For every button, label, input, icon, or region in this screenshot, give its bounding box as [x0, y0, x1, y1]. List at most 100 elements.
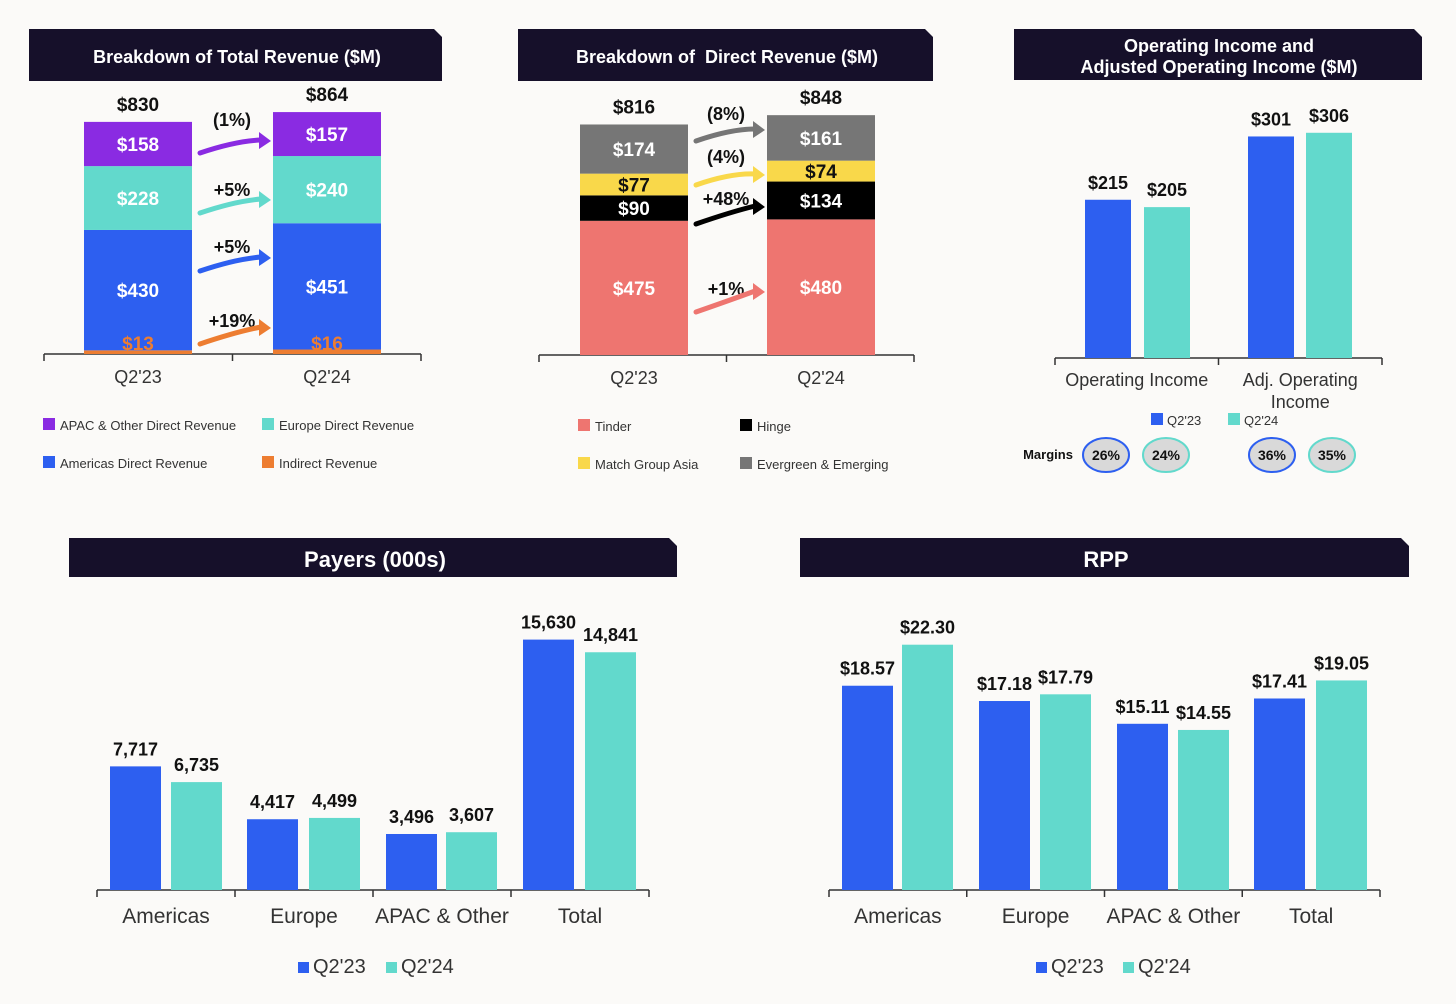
- margin-badge-3: [1308, 437, 1356, 473]
- segment-label-hinge-1: $134: [800, 191, 843, 212]
- direct-revenue-header: Breakdown of Direct Revenue ($M): [518, 29, 933, 81]
- value-label-q23-2: 3,496: [389, 807, 434, 827]
- legend-swatch-indirect: [262, 456, 274, 468]
- payers-chart: 7,717 6,735 Americas 4,417 4,499 Europe 3,496 3…: [96, 613, 650, 978]
- legend-label-1: Q2'24: [1244, 413, 1278, 428]
- bar-q24-1: [1306, 132, 1352, 358]
- margin-badge-1: [1142, 437, 1190, 473]
- legend-swatch-hinge: [740, 419, 752, 431]
- bar-q24-1: [309, 817, 360, 890]
- bar-q24-0: [902, 644, 953, 890]
- legend-label-1: Q2'24: [401, 956, 454, 978]
- bar-evergreen-1: [767, 115, 875, 161]
- category-label-1-line0: Adj. Operating: [1243, 370, 1358, 390]
- legend-label-tinder: Tinder: [595, 419, 632, 434]
- category-label-3: Total: [1289, 905, 1333, 928]
- category-label-1: Q2'24: [797, 368, 844, 388]
- change-label-apac: (1%): [213, 110, 251, 130]
- bar-q24-0: [1144, 207, 1190, 358]
- bar-europe-0: [84, 166, 192, 230]
- legend-label-mga: Match Group Asia: [595, 457, 699, 472]
- change-arrow-tinder-head: [753, 283, 765, 300]
- bar-q24-0: [171, 782, 222, 890]
- bar-mga-1: [767, 160, 875, 182]
- segment-label-evergreen-1: $161: [800, 129, 843, 150]
- total-label-1: $848: [800, 88, 842, 109]
- value-label-q24-3: 14,841: [583, 625, 638, 645]
- change-arrow-hinge-shaft: [693, 203, 758, 227]
- total-revenue-header: Breakdown of Total Revenue ($M): [29, 29, 442, 81]
- segment-label-hinge-0: $90: [618, 199, 650, 220]
- category-label-0: Q2'23: [114, 367, 161, 387]
- legend-swatch-mga: [578, 457, 590, 469]
- change-arrow-indirect-head: [259, 319, 271, 336]
- bar-americas-1: [273, 223, 381, 350]
- value-label-q24-2: 3,607: [449, 805, 494, 825]
- segment-label-apac-0: $158: [117, 135, 159, 156]
- margin-badge-0: [1082, 437, 1130, 473]
- bar-q23-3: [1254, 698, 1305, 890]
- operating-income-title-line2: Adjusted Operating Income ($M): [1080, 57, 1357, 77]
- segment-label-apac-1: $157: [306, 125, 348, 146]
- bar-q24-2: [1178, 729, 1229, 890]
- category-label-1: Europe: [1002, 905, 1070, 928]
- change-label-evergreen: (8%): [707, 104, 745, 124]
- value-label-q23-0: $18.57: [840, 659, 895, 679]
- legend-swatch-europe: [262, 418, 274, 430]
- bar-americas-0: [84, 229, 192, 351]
- bar-q23-1: [979, 701, 1030, 890]
- legend-label-0: Q2'23: [1167, 413, 1201, 428]
- category-label-0: Americas: [122, 905, 210, 928]
- change-label-tinder: +1%: [708, 279, 745, 299]
- change-arrow-mga-head: [753, 166, 765, 183]
- legend-label-americas: Americas Direct Revenue: [60, 456, 207, 471]
- segment-label-americas-0: $430: [117, 281, 159, 302]
- value-label-q24-1: $17.79: [1038, 667, 1093, 687]
- margin-value-0: 26%: [1092, 447, 1121, 463]
- total-label-1: $864: [306, 85, 349, 106]
- value-label-q23-0: $215: [1088, 173, 1128, 193]
- legend-label-1: Q2'24: [1138, 956, 1191, 978]
- bar-q24-3: [585, 652, 636, 890]
- direct-revenue-title: Breakdown of Direct Revenue ($M): [576, 47, 878, 67]
- change-arrow-indirect-shaft: [197, 324, 264, 347]
- rpp-title: RPP: [1083, 547, 1128, 572]
- category-label-1: Europe: [270, 905, 338, 928]
- category-label-2: APAC & Other: [375, 905, 509, 928]
- value-label-q24-3: $19.05: [1314, 653, 1369, 673]
- bar-q24-3: [1316, 680, 1367, 890]
- category-label-1-line1: Income: [1271, 392, 1330, 412]
- category-label-2: APAC & Other: [1106, 905, 1240, 928]
- operating-income-header: Operating Income and Adjusted Operating …: [1014, 29, 1422, 80]
- segment-label-indirect-0: $13: [122, 334, 154, 355]
- value-label-q23-1: $17.18: [977, 674, 1032, 694]
- legend-swatch-0: [1151, 413, 1163, 425]
- bar-q24-2: [446, 832, 497, 890]
- change-arrow-apac-head: [259, 132, 271, 149]
- segment-label-europe-1: $240: [306, 181, 348, 202]
- total-label-0: $816: [613, 97, 655, 118]
- segment-label-mga-1: $74: [805, 162, 837, 183]
- change-arrow-evergreen-head: [753, 121, 765, 138]
- rpp-chart: $18.57 $22.30 Americas $17.18 $17.79 Europe $1…: [828, 618, 1381, 978]
- change-arrow-tinder-shaft: [693, 288, 758, 315]
- change-arrow-europe-head: [259, 191, 271, 208]
- segment-label-indirect-1: $16: [311, 334, 343, 355]
- change-arrow-americas-head: [259, 249, 271, 266]
- value-label-q23-2: $15.11: [1115, 697, 1169, 717]
- operating-income-title-line1: Operating Income and: [1124, 36, 1314, 56]
- value-label-q24-2: $14.55: [1176, 703, 1231, 723]
- rpp-header: RPP: [800, 538, 1409, 577]
- category-label-0-line0: Operating Income: [1065, 370, 1208, 390]
- legend-swatch-tinder: [578, 419, 590, 431]
- value-label-q24-0: $22.30: [900, 618, 955, 638]
- bar-indirect-0: [84, 350, 192, 354]
- bar-hinge-1: [767, 181, 875, 220]
- category-label-0: Q2'23: [610, 368, 657, 388]
- change-arrow-mga-shaft: [693, 171, 758, 188]
- change-label-indirect: +19%: [209, 311, 256, 331]
- value-label-q23-1: 4,417: [250, 792, 295, 812]
- bar-apac-1: [273, 112, 381, 157]
- bar-tinder-1: [767, 219, 875, 355]
- margin-value-2: 36%: [1258, 447, 1287, 463]
